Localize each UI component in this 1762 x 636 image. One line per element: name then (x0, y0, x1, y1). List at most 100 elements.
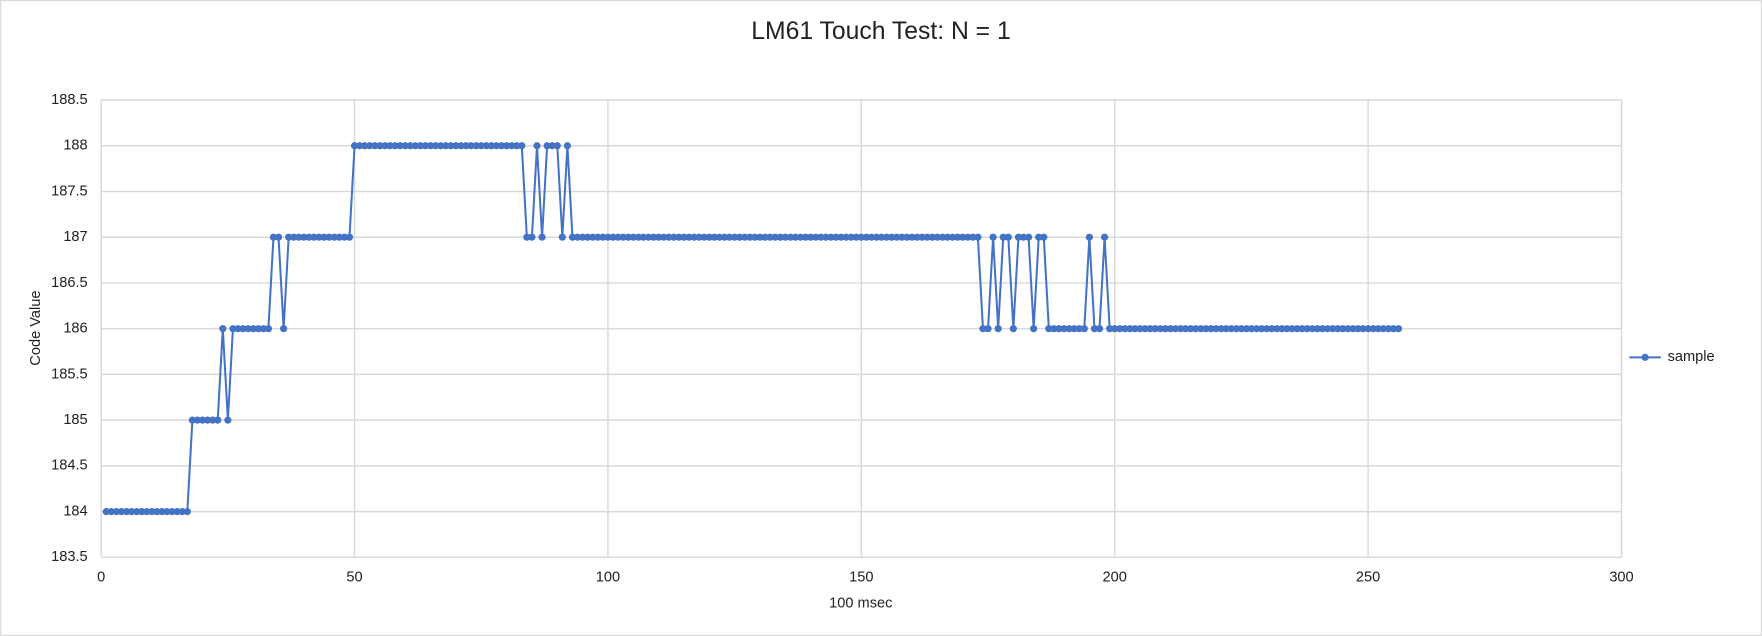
data-point (725, 233, 734, 241)
data-point (457, 142, 465, 150)
data-point (1131, 325, 1139, 333)
data-point (320, 233, 328, 241)
data-point (1369, 325, 1377, 333)
data-point (361, 142, 369, 150)
data-point (604, 233, 612, 241)
data-point (832, 233, 840, 241)
data-point (1212, 325, 1220, 333)
data-point (1014, 233, 1023, 241)
data-point (203, 416, 212, 424)
data-point (1303, 325, 1311, 333)
data-point (533, 142, 541, 150)
data-point (1080, 325, 1088, 333)
data-point (776, 233, 784, 241)
data-point (796, 233, 805, 241)
data-point (1100, 233, 1109, 241)
data-point (421, 142, 430, 150)
data-point (690, 233, 698, 241)
data-point (325, 233, 333, 241)
data-point (1065, 325, 1073, 333)
data-point (335, 233, 343, 241)
data-point (1339, 325, 1347, 333)
data-point (761, 233, 769, 241)
data-point (1318, 325, 1327, 333)
data-point (295, 233, 303, 241)
data-point (1253, 325, 1261, 333)
data-point (523, 233, 531, 241)
data-point (989, 233, 997, 241)
data-point (173, 508, 181, 516)
data-point (447, 142, 455, 150)
data-point (1247, 325, 1256, 333)
data-point (442, 142, 450, 150)
data-point (878, 233, 886, 241)
data-point (1313, 325, 1322, 333)
data-point (842, 233, 850, 241)
data-point (274, 233, 283, 241)
data-point (589, 233, 597, 241)
data-point (771, 233, 779, 241)
data-point (1394, 325, 1403, 333)
data-point (1217, 325, 1225, 333)
data-point (401, 142, 409, 150)
data-point (285, 233, 293, 241)
data-point (168, 508, 176, 516)
data-point (280, 325, 288, 333)
data-point (969, 233, 977, 241)
x-axis-label: 100 msec (829, 595, 892, 611)
data-point (1161, 325, 1169, 333)
y-axis-label: Code Value (28, 291, 44, 366)
data-point (1237, 325, 1246, 333)
data-point (1379, 325, 1387, 333)
data-point (366, 142, 374, 150)
data-point (209, 416, 217, 424)
data-point (477, 142, 485, 150)
data-point (984, 325, 992, 333)
data-point (1126, 325, 1134, 333)
data-point (1354, 325, 1362, 333)
data-point (923, 233, 931, 241)
data-point (629, 233, 637, 241)
y-tick-label: 187.5 (51, 183, 88, 199)
data-point (1116, 325, 1124, 333)
data-point (1344, 325, 1352, 333)
data-point (700, 233, 708, 241)
data-point (822, 233, 830, 241)
data-point (1060, 325, 1068, 333)
data-point (928, 233, 936, 241)
data-point (183, 508, 191, 516)
data-point (1202, 325, 1210, 333)
data-point (340, 233, 349, 241)
data-point (432, 142, 440, 150)
data-point (1192, 325, 1200, 333)
data-point (893, 233, 901, 241)
data-point (406, 142, 414, 150)
y-tick-label: 186.5 (51, 275, 88, 291)
data-point (1040, 233, 1048, 241)
data-point (1329, 325, 1337, 333)
data-point (1146, 325, 1154, 333)
data-point (665, 233, 673, 241)
data-point (812, 233, 820, 241)
data-point (837, 233, 845, 241)
data-point (416, 142, 425, 150)
data-point (122, 508, 131, 516)
data-point (827, 233, 835, 241)
data-point (599, 233, 607, 241)
data-point (670, 233, 678, 241)
data-point (1364, 325, 1372, 333)
data-point (1197, 325, 1205, 333)
y-tick-label: 183.5 (51, 549, 88, 565)
data-point (1156, 325, 1164, 333)
data-point (634, 233, 642, 241)
data-point (315, 233, 323, 241)
data-point (685, 233, 693, 241)
data-point (573, 233, 582, 241)
data-point (1323, 325, 1332, 333)
data-point (584, 233, 592, 241)
data-point (746, 233, 754, 241)
data-point (1111, 325, 1119, 333)
data-point (675, 233, 683, 241)
